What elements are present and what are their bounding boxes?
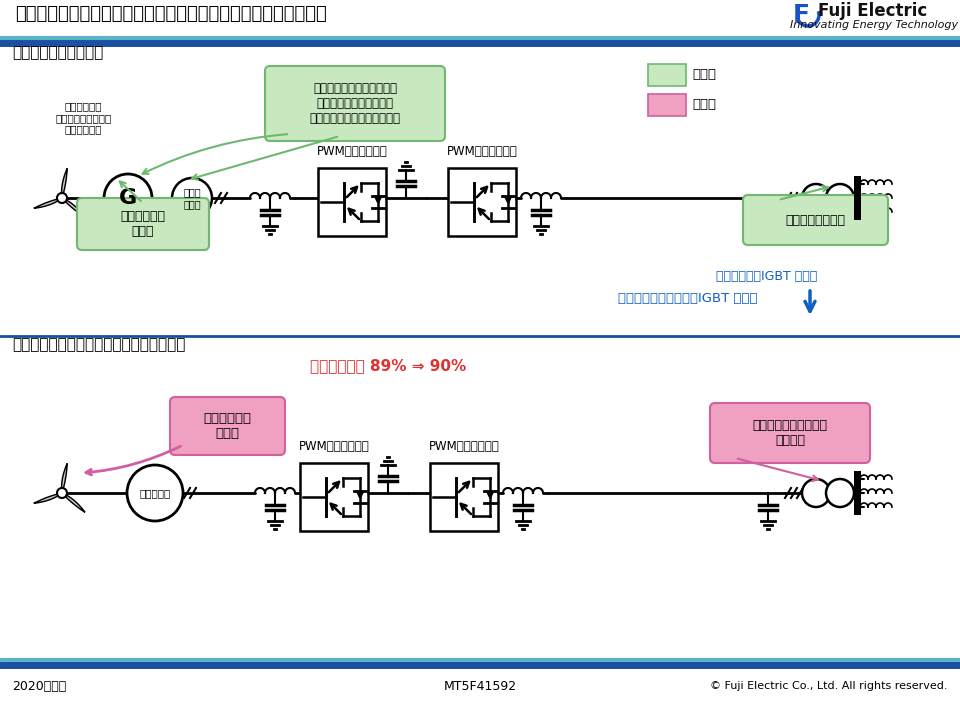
FancyBboxPatch shape — [265, 66, 445, 141]
Text: Innovating Energy Technology: Innovating Energy Technology — [790, 20, 958, 30]
Text: 誘導型
発電機: 誘導型 発電機 — [183, 187, 201, 209]
Text: ギアボックス
（歯車による機械的
な変速装置）: ギアボックス （歯車による機械的 な変速装置） — [55, 101, 111, 135]
Text: F: F — [793, 3, 810, 27]
Polygon shape — [61, 169, 67, 198]
Polygon shape — [62, 198, 85, 217]
Text: 同期発電機: 同期発電機 — [139, 488, 171, 498]
Text: 高品質な（安定した）
出力電力: 高品質な（安定した） 出力電力 — [753, 419, 828, 447]
Bar — [648, 94, 686, 116]
Polygon shape — [61, 464, 67, 493]
Polygon shape — [34, 493, 62, 503]
Text: 【ダイレクトドライブ（駆動）システム】: 【ダイレクトドライブ（駆動）システム】 — [12, 338, 185, 353]
FancyBboxPatch shape — [710, 403, 870, 463]
Circle shape — [127, 465, 183, 521]
Text: ：長所: ：長所 — [692, 98, 716, 111]
FancyBboxPatch shape — [170, 397, 285, 455]
Bar — [854, 176, 861, 220]
Text: 【二重給電システム】: 【二重給電システム】 — [12, 45, 104, 60]
Circle shape — [104, 174, 152, 222]
Circle shape — [172, 178, 212, 218]
Circle shape — [802, 479, 830, 507]
Text: パワー半導体IGBT が不要: パワー半導体IGBT が不要 — [716, 270, 817, 282]
FancyBboxPatch shape — [743, 195, 888, 245]
Text: 二重給電システムとダイレクトドライブ（駆動）システムの比較: 二重給電システムとダイレクトドライブ（駆動）システムの比較 — [15, 5, 326, 23]
Text: ：短所: ：短所 — [692, 69, 716, 81]
Circle shape — [802, 184, 830, 212]
Text: © Fuji Electric Co., Ltd. All rights reserved.: © Fuji Electric Co., Ltd. All rights res… — [710, 681, 948, 691]
Bar — [300, 463, 368, 531]
Bar — [648, 64, 686, 86]
Circle shape — [57, 193, 67, 203]
Bar — [318, 168, 386, 236]
Text: 低品質な出力電力: 低品質な出力電力 — [785, 214, 846, 227]
Text: 大規模発電機
が必要: 大規模発電機 が必要 — [121, 210, 165, 238]
Text: MT5F41592: MT5F41592 — [444, 680, 516, 692]
Text: PWMインバーター: PWMインバーター — [428, 440, 499, 453]
Bar — [448, 168, 516, 236]
Polygon shape — [62, 493, 85, 513]
Text: ３倍の定格電流をもつIGBT が必要: ３倍の定格電流をもつIGBT が必要 — [618, 292, 757, 304]
Text: 大型ギアボックス（歯車に
よるギアは機械的なスト
レスが加わり信頼性が低い）: 大型ギアボックス（歯車に よるギアは機械的なスト レスが加わり信頼性が低い） — [309, 82, 400, 125]
Circle shape — [826, 479, 854, 507]
Text: 2020年２月: 2020年２月 — [12, 680, 66, 692]
Text: システム効率 89% ⇒ 90%: システム効率 89% ⇒ 90% — [310, 358, 467, 374]
Circle shape — [826, 184, 854, 212]
Text: ギアボックス
が不要: ギアボックス が不要 — [204, 412, 252, 440]
Text: G: G — [119, 188, 137, 208]
Text: PWMコンバーター: PWMコンバーター — [299, 440, 370, 453]
FancyBboxPatch shape — [77, 198, 209, 250]
Circle shape — [57, 488, 67, 498]
Bar — [854, 471, 861, 515]
Bar — [430, 463, 498, 531]
Text: PWMコンバーター: PWMコンバーター — [317, 145, 388, 158]
Text: PWMインバーター: PWMインバーター — [446, 145, 517, 158]
Text: Fuji Electric: Fuji Electric — [818, 2, 927, 20]
Polygon shape — [34, 198, 62, 208]
